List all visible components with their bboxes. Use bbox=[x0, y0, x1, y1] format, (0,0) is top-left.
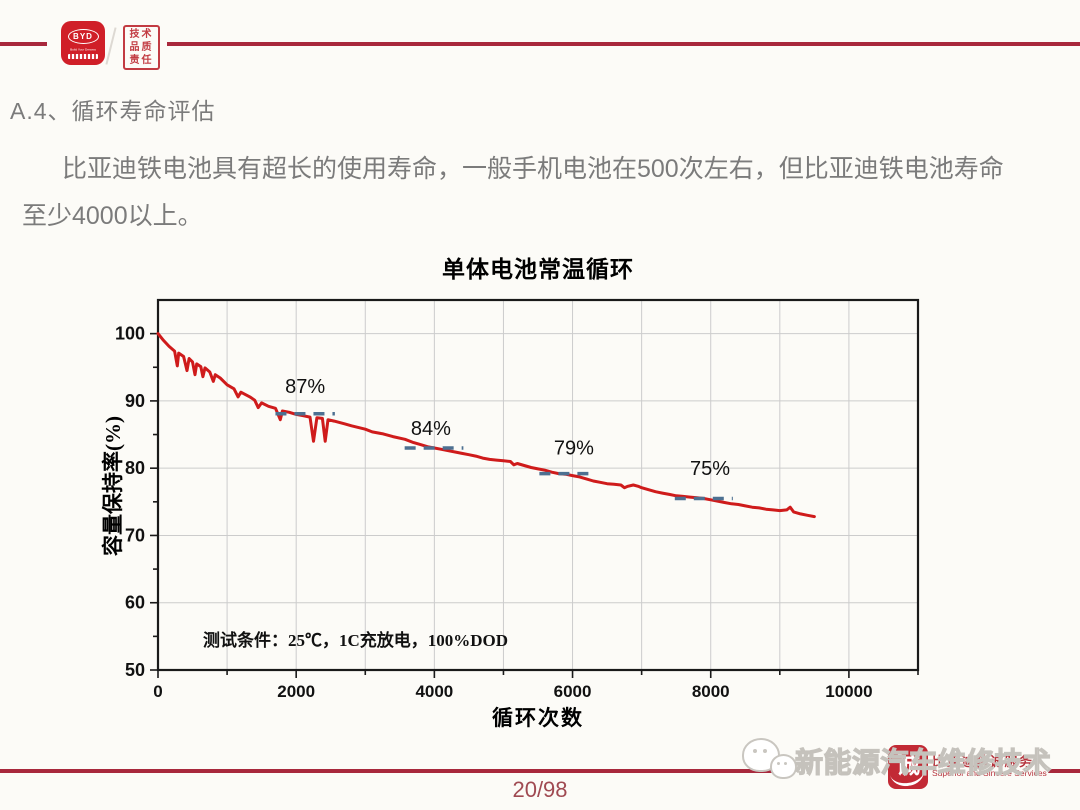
plot-border bbox=[156, 298, 920, 672]
body-paragraph-line1: 比亚迪铁电池具有超长的使用寿命，一般手机电池在500次左右，但比亚迪铁电池寿命 bbox=[62, 155, 1004, 183]
top-accent-line-left bbox=[0, 42, 47, 46]
seal-row-2: 品质 bbox=[129, 42, 154, 53]
seal-row-1: 技术 bbox=[129, 29, 154, 40]
page-number: 20/98 bbox=[512, 777, 568, 802]
y-tick-label: 70 bbox=[125, 525, 145, 545]
service-caption-cn: 比亚迪精诚服务 bbox=[932, 754, 1034, 769]
byd-logo-text: BYD bbox=[67, 29, 99, 44]
y-tick-label: 80 bbox=[125, 458, 145, 478]
chart-x-axis-title: 循环次数 bbox=[492, 706, 584, 730]
x-tick-label: 8000 bbox=[692, 682, 730, 701]
wechat-bubble-small bbox=[770, 754, 797, 779]
y-tick-label: 100 bbox=[115, 324, 145, 344]
section-title: A.4、循环寿命评估 bbox=[10, 98, 216, 124]
bottom-accent-line bbox=[0, 769, 1080, 773]
annotation-label: 84% bbox=[411, 418, 451, 440]
annotation-label: 79% bbox=[554, 437, 594, 459]
chart-condition-note: 测试条件：25℃，1C充放电，100%DOD bbox=[203, 631, 509, 650]
x-tick-label: 10000 bbox=[825, 682, 872, 701]
byd-logo-strip bbox=[68, 54, 98, 59]
capacity-retention-curve bbox=[156, 332, 816, 519]
y-tick-label: 50 bbox=[125, 660, 145, 680]
wechat-icon bbox=[742, 736, 798, 790]
body-paragraph-line2: 至少4000以上。 bbox=[22, 202, 203, 230]
x-tick-label: 0 bbox=[153, 682, 162, 701]
chart-y-axis-title: 容量保持率(%) bbox=[101, 416, 125, 556]
byd-logo: BYD Build Your Dreams bbox=[62, 22, 104, 64]
byd-logo-slogan: Build Your Dreams bbox=[70, 47, 96, 52]
seal-row-3: 责任 bbox=[129, 55, 154, 66]
annotation-label: 87% bbox=[285, 376, 325, 398]
top-accent-line-right bbox=[167, 42, 1080, 46]
body-paragraph: 比亚迪铁电池具有超长的使用寿命，一般手机电池在500次左右，但比亚迪铁电池寿命 … bbox=[22, 146, 1032, 240]
x-tick-label: 2000 bbox=[277, 682, 315, 701]
y-tick-label: 90 bbox=[125, 391, 145, 411]
service-caption-en: Superior and Sincere Services bbox=[932, 768, 1047, 778]
annotation-label: 75% bbox=[690, 458, 730, 480]
quality-seal-stamp: 技术 品质 责任 bbox=[123, 25, 160, 70]
y-tick-label: 60 bbox=[125, 593, 145, 613]
chart-title: 单体电池常温循环 bbox=[442, 257, 634, 282]
sincere-service-seal: 诚 bbox=[888, 745, 928, 789]
x-tick-label: 4000 bbox=[415, 682, 453, 701]
watermark-text: 新能源汽车维修技术 bbox=[794, 746, 1052, 778]
x-tick-label: 6000 bbox=[554, 682, 592, 701]
